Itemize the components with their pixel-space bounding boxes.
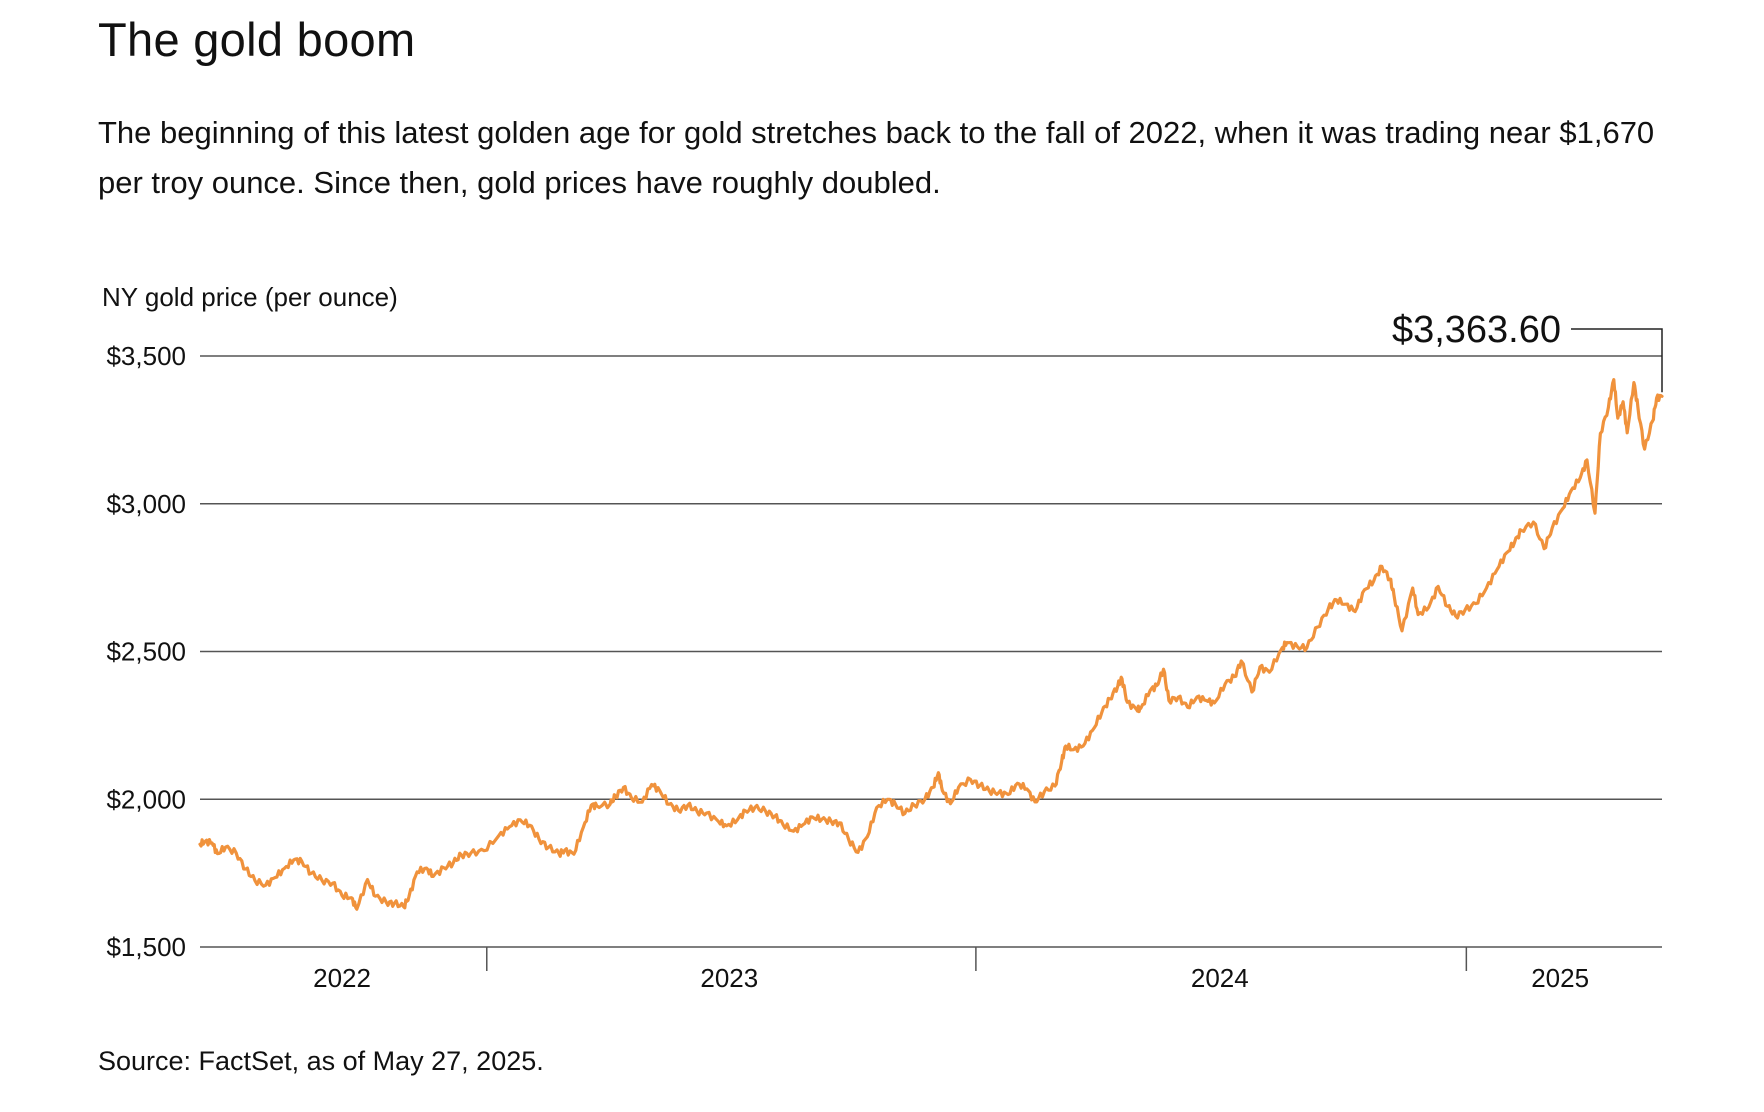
source-note: Source: FactSet, as of May 27, 2025.: [98, 1046, 544, 1076]
x-tick-label-2023: 2023: [700, 963, 758, 993]
y-tick-label-3500: $3,500: [106, 341, 186, 371]
y-tick-label-2000: $2,000: [106, 784, 186, 814]
y-tick-label-3000: $3,000: [106, 489, 186, 519]
y-tick-label-1500: $1,500: [106, 932, 186, 962]
x-tick-label-2024: 2024: [1191, 963, 1249, 993]
series-line-0: [198, 378, 1664, 911]
chart-subtitle: The beginning of this latest golden age …: [98, 115, 1655, 200]
chart-title: The gold boom: [98, 13, 416, 66]
gridlines: $1,500 $2,000 $2,500 $3,000 $3,500: [106, 341, 1662, 962]
y-tick-label-2500: $2,500: [106, 637, 186, 667]
x-axis: 2022 2023 2024 2025: [313, 947, 1589, 993]
series-layer: [198, 378, 1664, 911]
x-tick-label-2025: 2025: [1531, 963, 1589, 993]
last-value-callout: $3,363.60: [1392, 309, 1663, 393]
x-tick-label-2022: 2022: [313, 963, 371, 993]
last-value-label: $3,363.60: [1392, 309, 1561, 351]
callout-leader-line: [1571, 328, 1663, 393]
y-axis-label: NY gold price (per ounce): [102, 282, 398, 312]
